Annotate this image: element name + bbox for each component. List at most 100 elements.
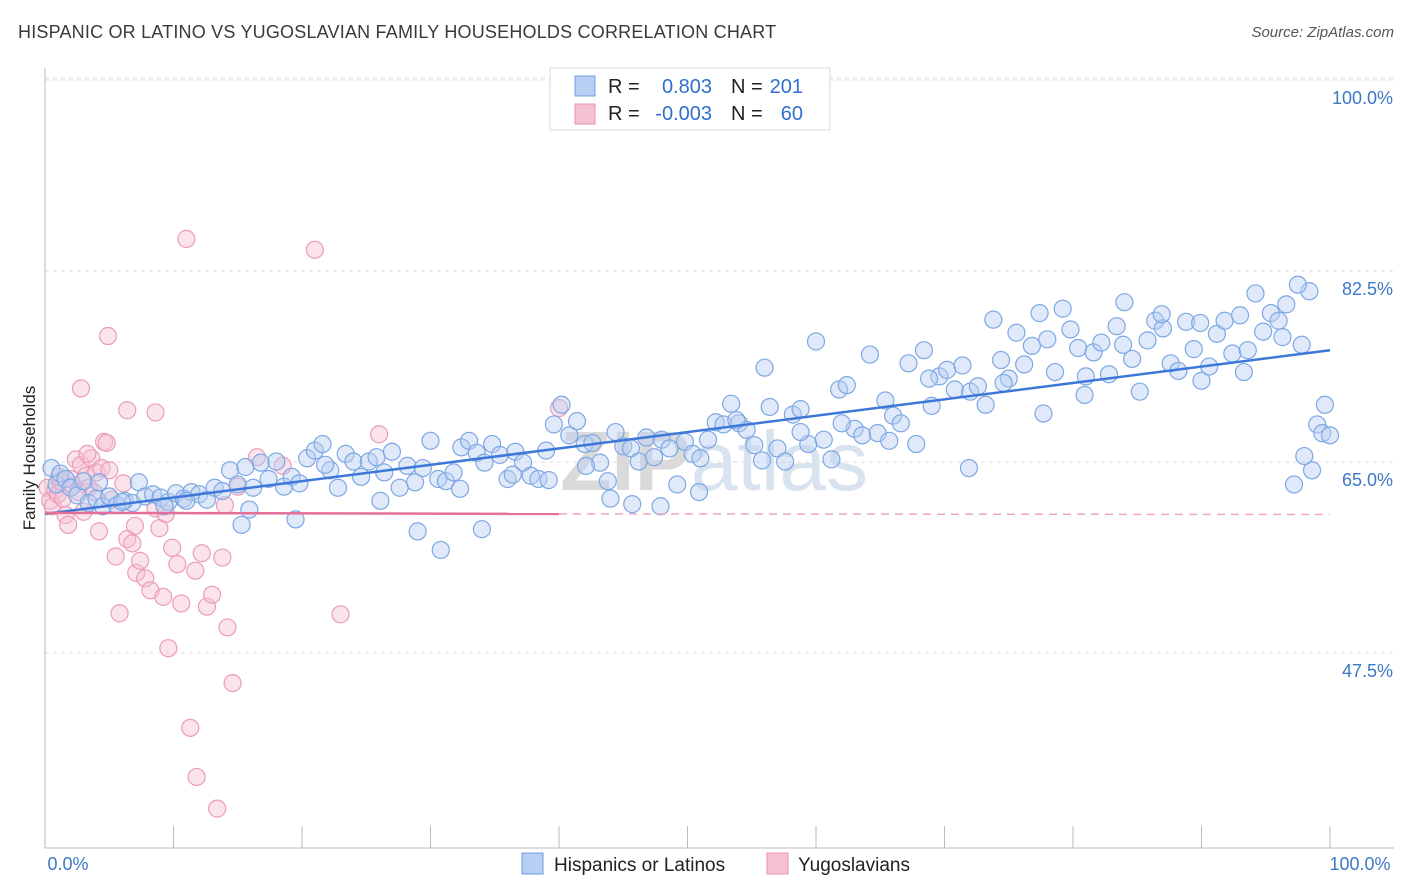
hispanic-point bbox=[1295, 446, 1314, 466]
hispanic-point bbox=[328, 478, 348, 497]
hispanic-point bbox=[467, 443, 486, 462]
hispanic-point bbox=[539, 470, 558, 490]
hispanics-trend-line bbox=[44, 348, 1331, 516]
source-label: Source: ZipAtlas.com bbox=[1251, 24, 1394, 41]
hispanic-point bbox=[1284, 475, 1304, 494]
hispanic-point bbox=[994, 373, 1013, 393]
yugoslavian-point bbox=[78, 444, 97, 463]
yugoslavian-point bbox=[197, 597, 217, 616]
hispanic-point bbox=[814, 430, 833, 449]
hispanic-point bbox=[776, 452, 795, 471]
yugoslavian-point bbox=[100, 461, 119, 480]
legend-r-label-1: R = bbox=[608, 76, 640, 98]
yugoslavian-point bbox=[218, 618, 237, 637]
hispanic-point bbox=[601, 489, 620, 508]
yugoslavians-trend-extension bbox=[558, 513, 1331, 516]
hispanic-point bbox=[1146, 311, 1165, 330]
hispanic-point bbox=[984, 310, 1003, 329]
hispanic-point bbox=[336, 444, 355, 463]
yugoslavian-point bbox=[213, 548, 232, 567]
hispanic-point bbox=[623, 495, 642, 514]
grid bbox=[45, 77, 1394, 654]
hispanic-point bbox=[755, 358, 774, 377]
hispanic-point bbox=[745, 436, 764, 455]
legend-swatch-blue bbox=[574, 75, 596, 97]
yugoslavian-point bbox=[305, 240, 324, 259]
hispanic-point bbox=[1030, 304, 1049, 323]
hispanic-point bbox=[959, 458, 979, 478]
hispanic-point bbox=[240, 500, 259, 519]
hispanic-point bbox=[74, 472, 93, 491]
hispanic-point bbox=[352, 467, 371, 486]
x-tick-label-min: 0.0% bbox=[47, 854, 88, 874]
hispanic-point bbox=[1045, 362, 1065, 382]
hispanic-point bbox=[883, 406, 903, 425]
yugoslavians-trend-line bbox=[44, 511, 560, 516]
yugoslavian-point bbox=[181, 718, 200, 737]
hispanic-point bbox=[1254, 322, 1273, 341]
yugoslavian-point bbox=[331, 605, 350, 624]
hispanic-point bbox=[822, 450, 841, 469]
hispanic-point bbox=[1061, 320, 1080, 339]
yugoslavian-point bbox=[168, 555, 187, 574]
chart-title: HISPANIC OR LATINO VS YUGOSLAVIAN FAMILY… bbox=[18, 22, 777, 42]
y-tick-label: 82.5% bbox=[1342, 279, 1393, 299]
hispanics-points bbox=[42, 275, 1340, 560]
hispanic-point bbox=[444, 463, 463, 482]
hispanic-point bbox=[880, 431, 899, 450]
hispanic-point bbox=[945, 380, 964, 399]
legend-box bbox=[549, 67, 831, 131]
hispanic-point bbox=[832, 414, 851, 433]
correlation-legend: R = 0.803 N = 201 R = -0.003 N = 60 bbox=[549, 67, 831, 131]
hispanic-point bbox=[919, 369, 939, 388]
hispanic-point bbox=[876, 391, 895, 410]
hispanic-point bbox=[853, 426, 872, 445]
x-ticks bbox=[173, 826, 1331, 848]
hispanic-point bbox=[591, 453, 610, 472]
hispanic-point bbox=[371, 491, 390, 510]
hispanic-point bbox=[698, 430, 718, 449]
legend-n-value-2: 60 bbox=[781, 103, 803, 125]
hispanic-point bbox=[899, 354, 918, 373]
bottom-legend-label-hispanics: Hispanics or Latinos bbox=[554, 855, 725, 876]
legend-n-label-2: N = bbox=[731, 103, 763, 125]
watermark-zip: ZIP bbox=[560, 414, 691, 508]
hispanic-point bbox=[560, 426, 579, 445]
hispanic-point bbox=[1315, 395, 1334, 414]
hispanic-point bbox=[907, 434, 926, 454]
yugoslavian-point bbox=[89, 522, 109, 541]
hispanic-point bbox=[1007, 323, 1026, 342]
hispanic-point bbox=[1292, 335, 1311, 354]
hispanic-point bbox=[298, 449, 317, 468]
hispanic-point bbox=[660, 439, 679, 458]
yugoslavian-point bbox=[187, 767, 206, 787]
hispanic-point bbox=[1269, 311, 1288, 330]
hispanic-point bbox=[752, 451, 772, 470]
hispanic-point bbox=[1223, 344, 1242, 363]
yugoslavian-point bbox=[177, 229, 196, 248]
hispanic-point bbox=[567, 412, 587, 431]
y-tick-labels: 47.5% 65.0% 82.5% 100.0% bbox=[1332, 88, 1393, 681]
hispanic-point bbox=[976, 395, 995, 414]
hispanic-point bbox=[1130, 382, 1149, 401]
hispanic-point bbox=[1075, 385, 1094, 405]
hispanic-point bbox=[1107, 317, 1126, 336]
hispanic-point bbox=[1152, 305, 1171, 324]
hispanic-point bbox=[576, 456, 596, 476]
legend-r-value-2: -0.003 bbox=[655, 103, 712, 125]
hispanic-point bbox=[1288, 275, 1307, 294]
y-tick-label: 100.0% bbox=[1332, 88, 1393, 108]
hispanic-point bbox=[1302, 461, 1322, 480]
hispanic-point bbox=[1084, 343, 1103, 362]
legend-n-value-1: 201 bbox=[770, 76, 803, 98]
hispanic-point bbox=[220, 461, 240, 480]
hispanic-point bbox=[421, 431, 440, 450]
yugoslavian-point bbox=[123, 534, 142, 553]
hispanic-point bbox=[860, 345, 880, 364]
hispanic-point bbox=[914, 341, 934, 360]
yugoslavian-point bbox=[186, 561, 205, 580]
yugoslavian-point bbox=[370, 425, 389, 444]
hispanic-point bbox=[1161, 354, 1180, 373]
hispanic-point bbox=[1261, 304, 1280, 323]
hispanic-point bbox=[1038, 330, 1057, 349]
